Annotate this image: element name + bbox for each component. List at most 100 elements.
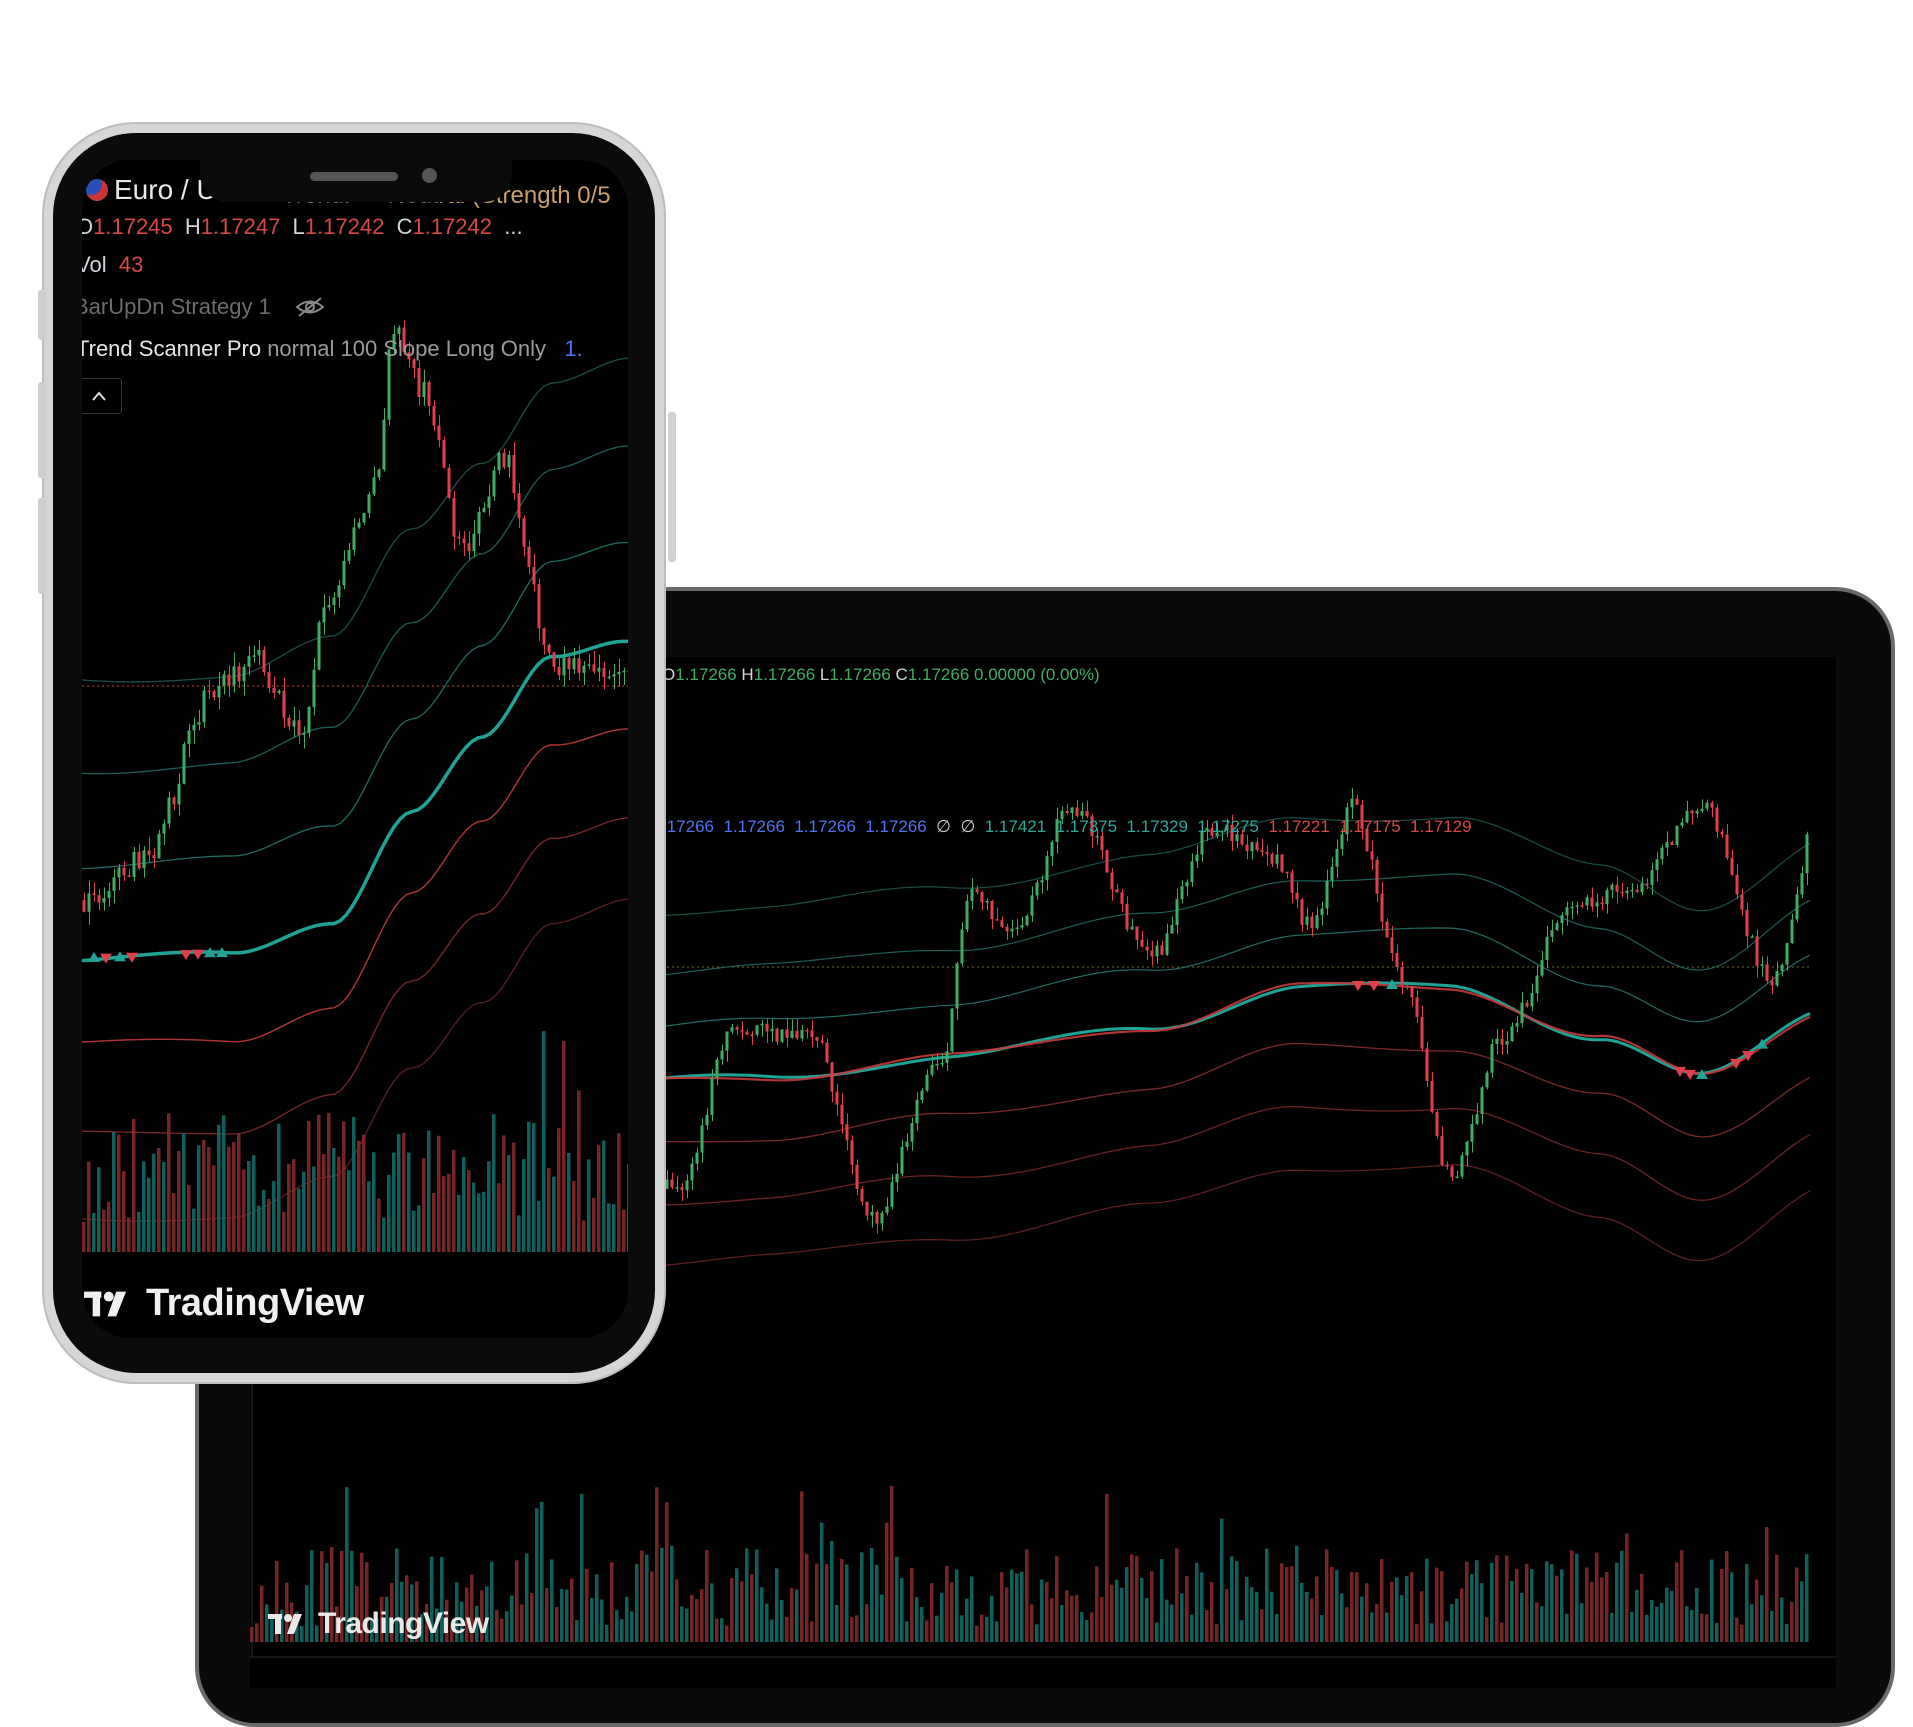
- candle-body: [730, 1027, 734, 1032]
- volume-bar: [242, 1169, 246, 1252]
- candle-body: [1605, 889, 1609, 904]
- candle-body: [1335, 848, 1339, 867]
- volume-bar: [725, 1625, 729, 1642]
- candle-body: [910, 1123, 914, 1142]
- volume-bar: [1555, 1575, 1559, 1642]
- volume-bar: [1490, 1562, 1494, 1642]
- more-values[interactable]: ...: [504, 214, 523, 239]
- volume-bar: [362, 1134, 366, 1252]
- volume-bar: [1540, 1606, 1544, 1642]
- candle-body: [1665, 841, 1669, 848]
- volume-bar: [805, 1553, 809, 1642]
- volume-bar: [1515, 1568, 1519, 1642]
- candle-body: [322, 607, 326, 623]
- candle-body: [212, 691, 216, 698]
- volume-bar: [597, 1144, 601, 1252]
- phone-silent-switch[interactable]: [38, 290, 46, 340]
- signal-marker: [1684, 1069, 1696, 1080]
- candle-body: [920, 1090, 924, 1100]
- indicator-value: 1.17421: [984, 817, 1047, 836]
- volume-bar: [562, 1040, 566, 1252]
- phone-power-button[interactable]: [668, 412, 676, 562]
- hidden-eye-icon[interactable]: [295, 296, 325, 318]
- volume-bar: [1715, 1622, 1719, 1642]
- volume-bar: [1355, 1572, 1359, 1642]
- volume-bar: [572, 1180, 576, 1252]
- volume-bar: [1650, 1599, 1654, 1642]
- candle-body: [287, 717, 291, 727]
- volume-bar: [1635, 1589, 1639, 1642]
- candle-body: [1205, 828, 1209, 831]
- volume-bar: [1790, 1601, 1794, 1642]
- volume-bar: [565, 1589, 569, 1642]
- volume-bar: [1545, 1561, 1549, 1642]
- volume-bar: [920, 1607, 924, 1642]
- volume-bar: [1120, 1587, 1124, 1642]
- candle-body: [1735, 874, 1739, 895]
- candle-body: [247, 655, 251, 667]
- volume-bar: [307, 1121, 311, 1252]
- candle-body: [1270, 853, 1274, 864]
- trend-scanner-legend[interactable]: Trend Scanner Pro normal 100 Slope Long …: [82, 336, 583, 362]
- volume-bar: [1660, 1602, 1664, 1642]
- volume-bar: [187, 1184, 191, 1252]
- candle-body: [1640, 883, 1644, 893]
- volume-bar: [1030, 1604, 1034, 1642]
- volume-bar: [590, 1597, 594, 1642]
- candle-body: [870, 1211, 874, 1216]
- volume-bar: [265, 1604, 269, 1642]
- candle-body: [1515, 1023, 1519, 1027]
- volume-bar: [1155, 1622, 1159, 1642]
- volume-bar: [157, 1148, 161, 1252]
- volume-bar: [745, 1548, 749, 1642]
- volume-bar: [710, 1583, 714, 1642]
- volume-bar: [1535, 1602, 1539, 1642]
- volume-bar: [1180, 1593, 1184, 1642]
- candle-body: [1565, 907, 1569, 916]
- volume-bar: [380, 1596, 384, 1642]
- indicator-value: 1.17129: [1410, 817, 1472, 836]
- volume-bar: [1340, 1593, 1344, 1642]
- volume-bar: [477, 1193, 481, 1252]
- volume-bar: [625, 1596, 629, 1642]
- volume-bar: [1375, 1603, 1379, 1642]
- candle-body: [1580, 905, 1584, 907]
- candle-body: [357, 522, 361, 528]
- volume-bar: [950, 1582, 954, 1642]
- signal-marker: [1368, 981, 1380, 991]
- volume-bar: [592, 1197, 596, 1252]
- strategy-legend[interactable]: BarUpDn Strategy 1: [82, 294, 325, 320]
- volume-bar: [537, 1200, 541, 1252]
- candle-body: [1090, 816, 1094, 837]
- phone-volume-up-button[interactable]: [38, 382, 46, 478]
- volume-bar: [840, 1558, 844, 1642]
- volume-bar: [1215, 1624, 1219, 1642]
- candle-body: [257, 649, 261, 656]
- candle-body: [930, 1064, 934, 1075]
- candle-body: [735, 1027, 739, 1030]
- volume-bar: [815, 1563, 819, 1642]
- volume-bar: [1210, 1582, 1214, 1642]
- candle-body: [1530, 993, 1534, 1007]
- volume-bar: [365, 1562, 369, 1642]
- open-label: O: [82, 214, 94, 239]
- symbol-title[interactable]: Euro / U: [86, 174, 217, 206]
- candle-body: [725, 1031, 729, 1051]
- collapse-legend-button[interactable]: [82, 378, 122, 414]
- candle-body: [1295, 892, 1299, 900]
- volume-bar: [1685, 1606, 1689, 1642]
- volume-bar: [542, 1031, 546, 1252]
- volume-bar: [1680, 1550, 1684, 1642]
- volume-bar: [102, 1209, 106, 1252]
- candle-body: [517, 493, 521, 519]
- candle-body: [1325, 880, 1329, 909]
- phone-price-chart[interactable]: [82, 160, 628, 1338]
- volume-bar: [1115, 1579, 1119, 1642]
- candle-body: [720, 1050, 724, 1060]
- candle-body: [1180, 886, 1184, 900]
- volume-bar: [1615, 1562, 1619, 1642]
- volume-bar: [1700, 1613, 1704, 1642]
- phone-volume-down-button[interactable]: [38, 498, 46, 594]
- candle-body: [272, 688, 276, 693]
- volume-bar: [755, 1549, 759, 1642]
